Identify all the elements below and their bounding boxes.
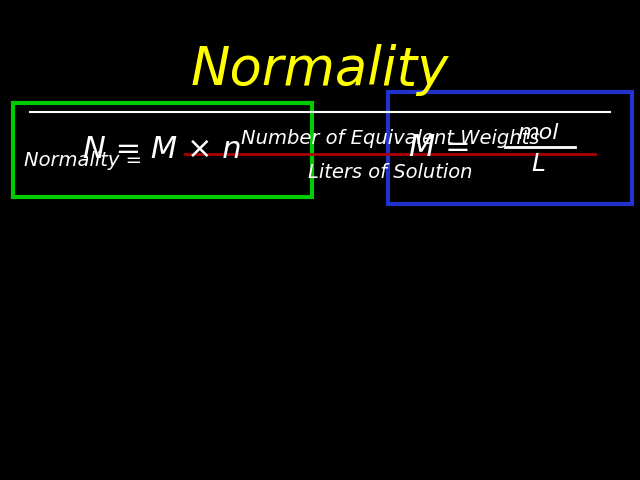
Text: Normality =: Normality =: [24, 151, 148, 169]
Text: L: L: [531, 152, 545, 176]
Text: M =: M =: [410, 133, 481, 163]
Text: Normality: Normality: [191, 44, 449, 96]
Text: Number of Equivalent Weights: Number of Equivalent Weights: [241, 129, 539, 147]
Text: Liters of Solution: Liters of Solution: [308, 163, 472, 181]
Text: mol: mol: [517, 123, 559, 143]
Text: N = M × n: N = M × n: [83, 135, 241, 165]
